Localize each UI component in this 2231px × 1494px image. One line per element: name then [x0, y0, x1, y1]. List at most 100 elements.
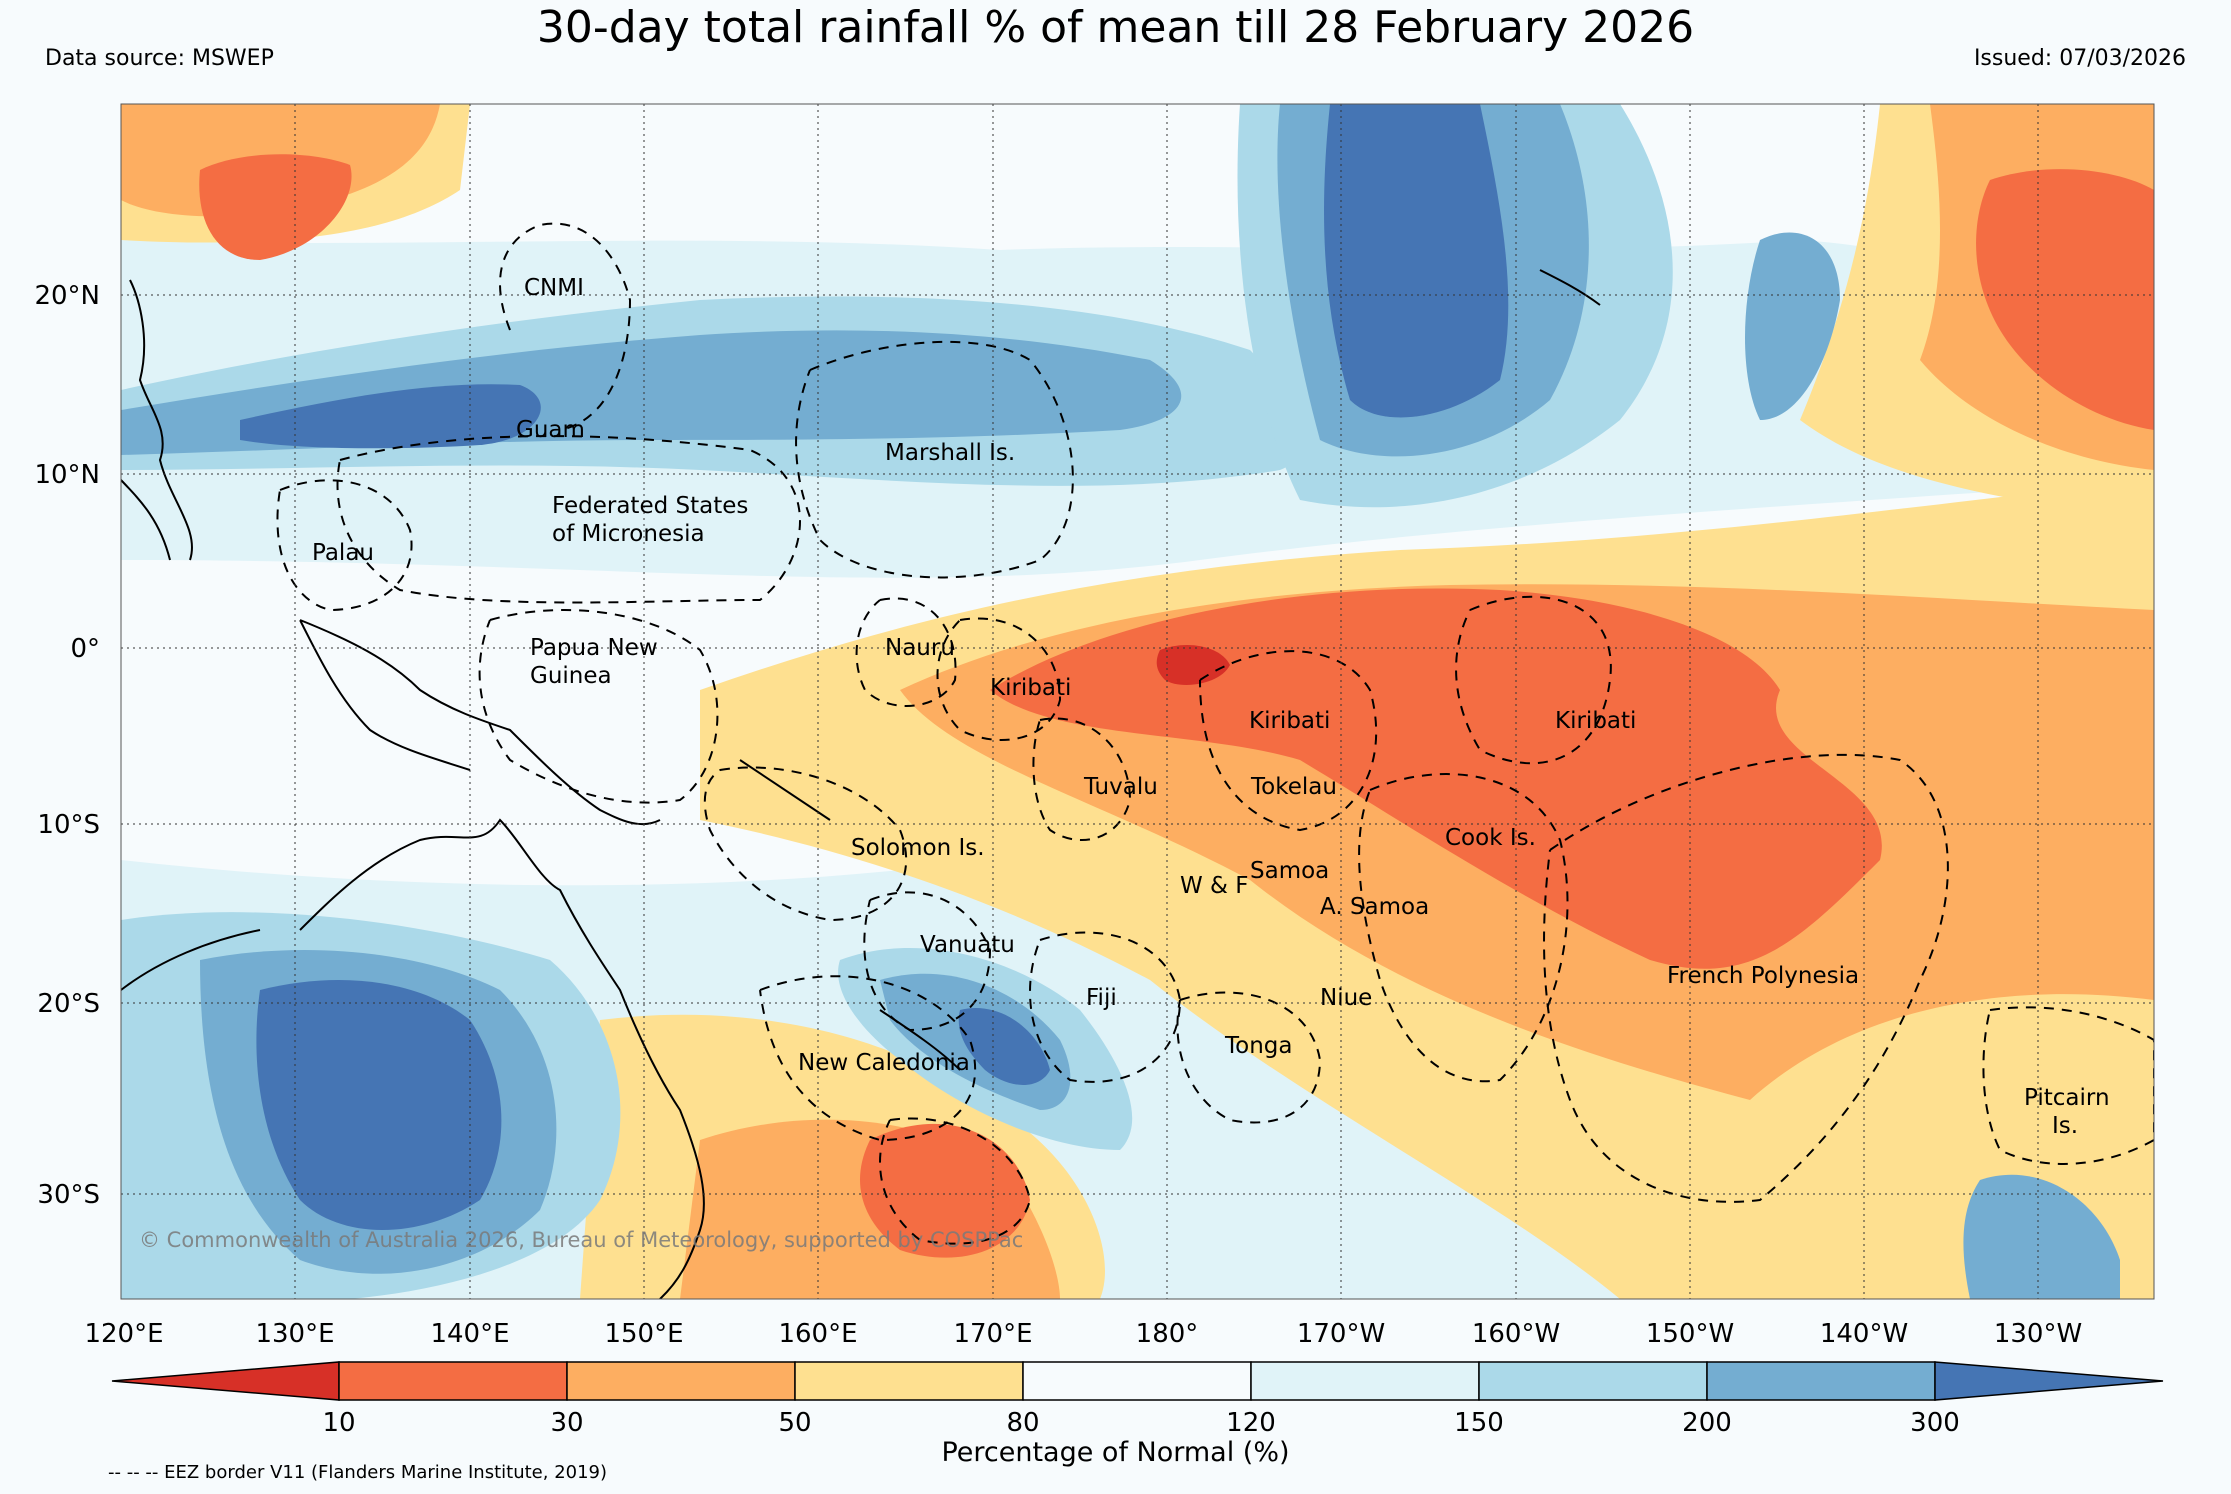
eez-palau [276, 479, 413, 612]
colorbar-10-30 [338, 1361, 568, 1401]
label-guam: Guam [516, 417, 585, 443]
eez-marshall [795, 340, 1074, 579]
zone-gt300-central-north [1324, 104, 1509, 418]
australia-coastline [121, 818, 705, 1299]
label-kiribati-east: Kiribati [1555, 708, 1636, 734]
colorbar-150-200 [1478, 1361, 1708, 1401]
label-pitcairn-line2: Is. [2052, 1113, 2078, 1139]
lon-label-160e: 160°E [778, 1319, 857, 1349]
data-source-label: Data source: MSWEP [45, 46, 274, 71]
zone-10-30-top-right [1976, 169, 2154, 430]
eez-borders [276, 222, 2154, 1245]
eez-kiribati-central [1199, 650, 1378, 832]
colorbar-tick-80: 80 [1006, 1408, 1040, 1438]
colorbar-tick-300: 300 [1910, 1408, 1960, 1438]
eez-kiribati-west [936, 617, 1062, 741]
zone-10-30-equatorial [990, 588, 1882, 969]
hawaii-coastline [1539, 269, 1601, 306]
lat-label-0: 0° [70, 634, 100, 664]
lat-label-20s: 20°S [37, 989, 100, 1019]
eez-kiribati-east [1455, 595, 1612, 765]
new-guinea-coastline [299, 619, 661, 826]
land-outlines [121, 269, 1601, 1299]
label-nauru: Nauru [885, 635, 955, 661]
label-fsm-line1: Federated States [552, 493, 748, 519]
eez-png [478, 609, 719, 804]
label-fsm-line2: of Micronesia [552, 521, 705, 547]
label-vanuatu: Vanuatu [920, 932, 1015, 958]
chart-title: 30-day total rainfall % of mean till 28 … [536, 2, 1695, 53]
colorbar-above-300 [1934, 1361, 2164, 1401]
zone-200-300-southeast [1963, 1174, 2120, 1299]
graticule [121, 104, 2154, 1299]
colorbar-tick-10: 10 [322, 1408, 356, 1438]
eez-tonga [1176, 991, 1322, 1124]
lon-label-170e: 170°E [953, 1319, 1032, 1349]
colorbar-80-120 [1022, 1361, 1252, 1401]
lon-label-160w: 160°W [1472, 1319, 1560, 1349]
colorbar-title: Percentage of Normal (%) [941, 1437, 1290, 1468]
lon-label-140e: 140°E [430, 1319, 509, 1349]
eez-cnmi [499, 222, 632, 431]
lon-label-130e: 130°E [255, 1319, 334, 1349]
label-tuvalu: Tuvalu [1083, 774, 1158, 800]
label-marshall-islands: Marshall Is. [885, 440, 1015, 466]
eez-border-note: -- -- -- EEZ border V11 (Flanders Marine… [108, 1462, 608, 1483]
copyright-notice: © Commonwealth of Australia 2026, Bureau… [139, 1228, 1023, 1252]
zone-gt300-vanuatu-fiji [958, 1008, 1050, 1085]
label-niue: Niue [1320, 985, 1372, 1011]
colorbar-below-10 [111, 1361, 340, 1401]
map-panel: CNMI Guam Marshall Is. Federated States … [121, 104, 2154, 1299]
philippines-coastline [121, 279, 193, 561]
longitude-axis-labels: 120°E 130°E 140°E 150°E 160°E 170°E 180°… [84, 1319, 2082, 1349]
map-frame [120, 103, 2155, 1300]
label-pitcairn-line1: Pitcairn [2024, 1085, 2110, 1111]
label-kiribati-central: Kiribati [1249, 708, 1330, 734]
lat-label-20n: 20°N [34, 281, 100, 311]
label-tokelau: Tokelau [1250, 774, 1337, 800]
label-wallis-futuna: W & F [1180, 873, 1249, 899]
eez-new-caledonia [759, 975, 976, 1142]
label-kiribati-west: Kiribati [990, 675, 1071, 701]
label-american-samoa: A. Samoa [1320, 894, 1429, 920]
region-labels: CNMI Guam Marshall Is. Federated States … [312, 275, 2110, 1139]
label-french-polynesia: French Polynesia [1667, 963, 1859, 989]
lon-label-140w: 140°W [1820, 1319, 1908, 1349]
colorbar-50-80 [794, 1361, 1024, 1401]
zone-below-10 [1156, 645, 1230, 685]
eez-fsm [336, 435, 801, 604]
colorbar [111, 1361, 2164, 1401]
eez-cook [1358, 773, 1569, 1083]
lon-label-150e: 150°E [604, 1319, 683, 1349]
zone-10-30-top-left [199, 154, 352, 260]
solomon-islands-coastline [739, 759, 831, 821]
colorbar-120-150 [1250, 1361, 1480, 1401]
new-caledonia-coastline [879, 1009, 961, 1071]
lon-label-180: 180° [1136, 1319, 1199, 1349]
lon-label-150w: 150°W [1646, 1319, 1734, 1349]
colorbar-tick-120: 120 [1226, 1408, 1276, 1438]
colorbar-tick-200: 200 [1682, 1408, 1732, 1438]
lon-label-170w: 170°W [1297, 1319, 1385, 1349]
label-cnmi: CNMI [524, 275, 584, 301]
latitude-axis-labels: 20°N 10°N 0° 10°S 20°S 30°S [34, 281, 100, 1210]
zone-200-300-northeast [1745, 232, 1840, 420]
issued-date-label: Issued: 07/03/2026 [1973, 46, 2186, 71]
zone-gt300-north-band [240, 384, 541, 449]
colorbar-30-50 [566, 1361, 796, 1401]
label-cook-islands: Cook Is. [1445, 825, 1536, 851]
colorbar-200-300 [1706, 1361, 1936, 1401]
label-fiji: Fiji [1086, 985, 1117, 1011]
colorbar-tick-50: 50 [778, 1408, 812, 1438]
eez-solomon [703, 766, 908, 922]
colorbar-tick-150: 150 [1454, 1408, 1504, 1438]
eez-nauru [855, 597, 957, 707]
lat-label-10n: 10°N [34, 460, 100, 490]
eez-tuvalu [1032, 717, 1132, 841]
label-tonga: Tonga [1224, 1033, 1292, 1059]
label-palau: Palau [312, 540, 374, 566]
eez-fiji [1029, 931, 1182, 1083]
label-new-caledonia: New Caledonia [798, 1050, 970, 1076]
label-solomon-islands: Solomon Is. [851, 835, 985, 861]
